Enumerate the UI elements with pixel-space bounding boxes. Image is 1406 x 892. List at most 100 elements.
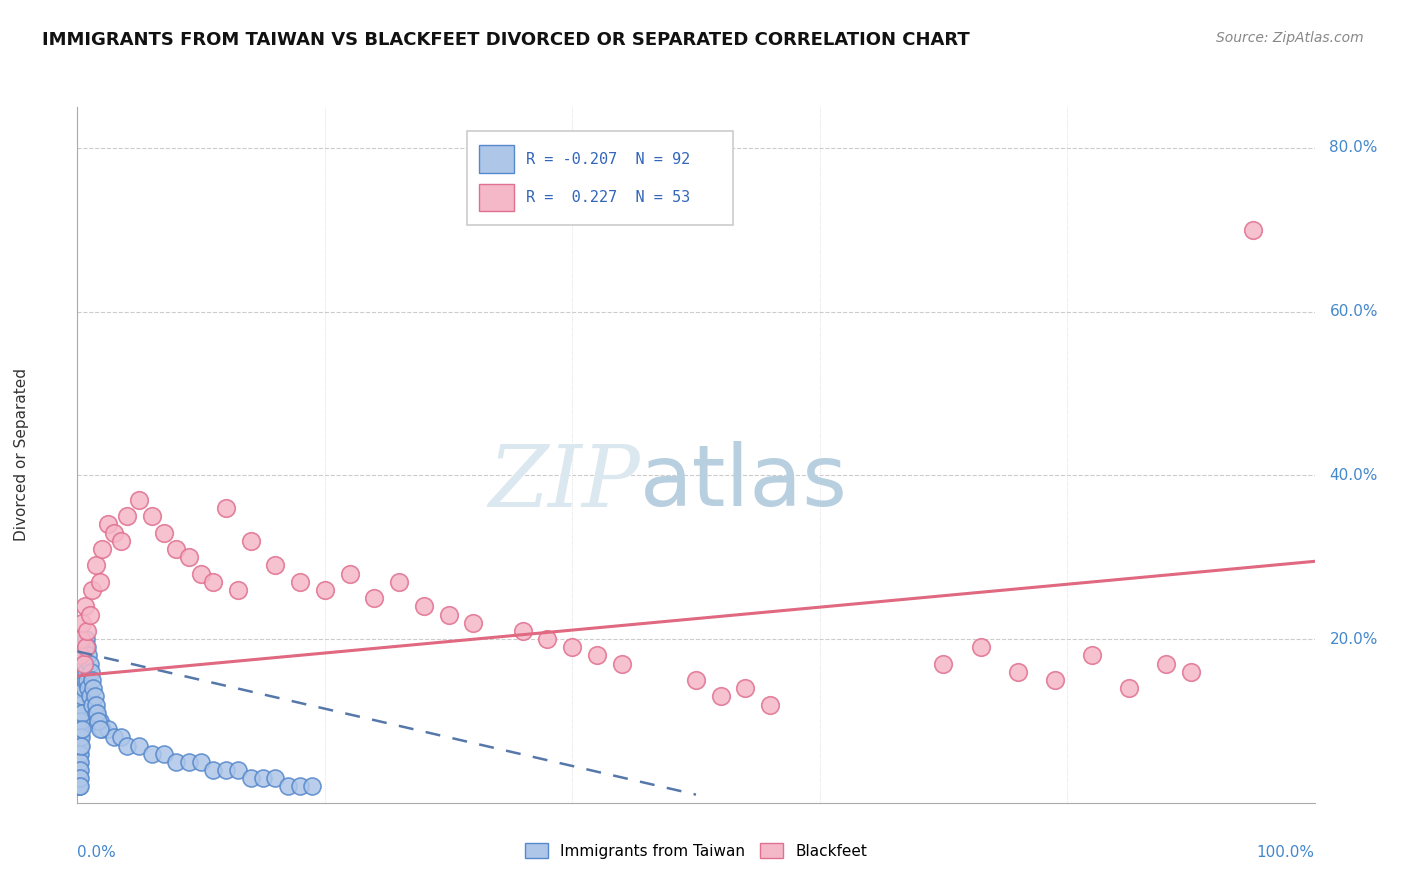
Point [69,648,91,663]
Point [82,681,104,696]
Point [69,780,91,794]
Point [153,525,176,540]
Point [1081,648,1104,663]
Point [77,648,100,663]
Point [226,582,249,597]
Point [141,509,163,524]
Point [79,607,101,622]
FancyBboxPatch shape [467,131,733,226]
Text: 0.0%: 0.0% [77,845,117,860]
Point [72,681,94,696]
Point [388,574,411,589]
Point [67,763,90,777]
Point [86,706,108,720]
Point [1241,223,1264,237]
Point [153,747,176,761]
Text: 80.0%: 80.0% [1330,140,1378,155]
Point [115,509,138,524]
Point [67,690,90,704]
Point [69,763,91,777]
Point [67,755,90,769]
Text: 60.0%: 60.0% [1330,304,1378,319]
Point [128,492,150,507]
Point [89,714,111,728]
Point [463,615,485,630]
Point [69,640,91,655]
Point [72,615,94,630]
Point [165,542,187,557]
Point [70,731,93,745]
Point [83,690,105,704]
Point [69,755,91,769]
Point [314,582,336,597]
Point [1118,681,1140,696]
Point [84,706,107,720]
Point [610,657,633,671]
Point [190,755,212,769]
Text: 20.0%: 20.0% [1330,632,1378,647]
Point [82,673,104,687]
Text: Source: ZipAtlas.com: Source: ZipAtlas.com [1216,31,1364,45]
Point [70,632,93,646]
Point [226,763,249,777]
Point [67,698,90,712]
Text: 40.0%: 40.0% [1330,468,1378,483]
Point [67,665,90,679]
Point [91,722,114,736]
Point [932,657,955,671]
Point [264,771,287,785]
Point [72,706,94,720]
Point [75,640,97,655]
Point [969,640,991,655]
Point [67,722,90,736]
Point [70,739,93,753]
Point [586,648,609,663]
Point [73,599,96,614]
Point [190,566,212,581]
Point [72,673,94,687]
Point [67,714,90,728]
Point [239,533,262,548]
Point [72,657,94,671]
Point [89,722,111,736]
Point [76,624,98,638]
Point [91,542,114,557]
Point [215,763,238,777]
Point [72,665,94,679]
Point [70,714,93,728]
Point [70,648,93,663]
Point [73,673,96,687]
Point [69,722,91,736]
Point [67,747,90,761]
Point [76,640,98,655]
FancyBboxPatch shape [479,145,515,173]
Point [75,665,97,679]
Point [76,673,98,687]
Point [734,681,756,696]
Point [67,780,90,794]
Point [301,780,323,794]
Point [215,501,238,516]
Point [67,747,90,761]
Point [77,681,100,696]
Point [84,558,107,573]
Point [87,714,110,728]
Point [1154,657,1177,671]
Point [82,582,104,597]
Point [165,755,187,769]
Point [69,706,91,720]
Point [69,771,91,785]
Text: Divorced or Separated: Divorced or Separated [14,368,30,541]
Point [412,599,434,614]
Point [80,665,103,679]
Point [177,755,200,769]
Point [67,731,90,745]
Point [1180,665,1202,679]
Point [79,690,101,704]
Point [110,731,132,745]
Point [70,681,93,696]
Text: atlas: atlas [640,442,848,524]
Text: R = -0.207  N = 92: R = -0.207 N = 92 [526,152,690,167]
Point [69,739,91,753]
Point [110,533,132,548]
